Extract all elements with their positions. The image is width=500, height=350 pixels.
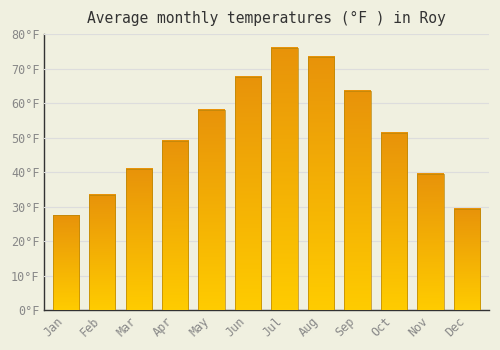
Bar <box>308 57 334 310</box>
Bar <box>344 91 370 310</box>
Bar <box>381 133 407 310</box>
Title: Average monthly temperatures (°F ) in Roy: Average monthly temperatures (°F ) in Ro… <box>87 11 446 26</box>
Bar <box>126 169 152 310</box>
Bar <box>89 195 116 310</box>
Bar <box>454 209 480 310</box>
Bar <box>418 174 444 310</box>
Bar <box>52 216 79 310</box>
Bar <box>272 48 297 310</box>
Bar <box>198 110 224 310</box>
Bar <box>235 77 261 310</box>
Bar <box>162 141 188 310</box>
